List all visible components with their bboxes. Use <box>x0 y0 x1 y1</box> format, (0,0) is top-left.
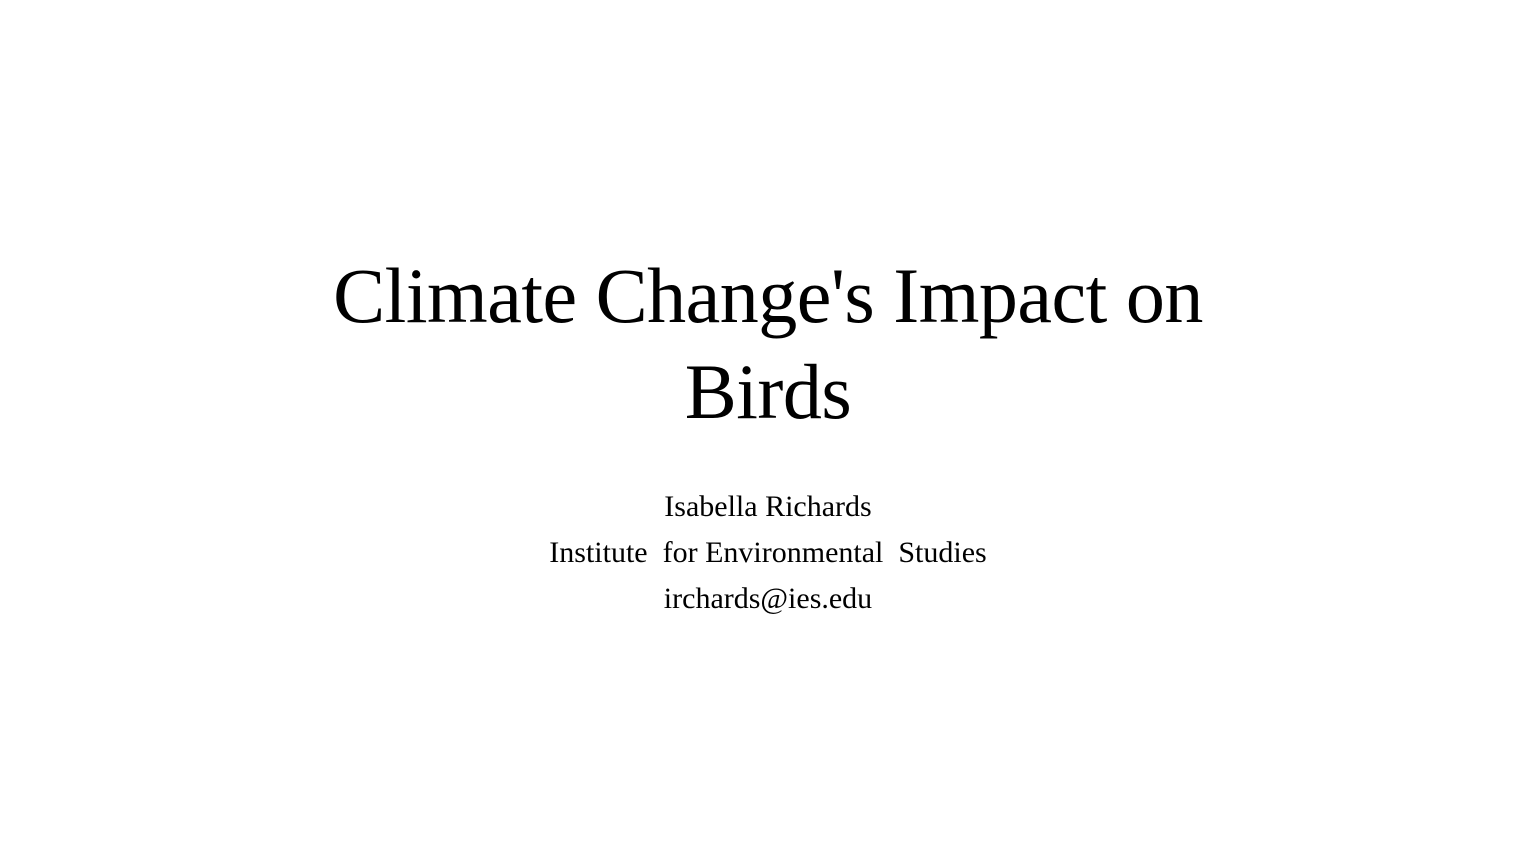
slide-title: Climate Change's Impact on Birds <box>333 252 1203 435</box>
slide-subtitle: Isabella Richards Institute for Environm… <box>368 484 1168 622</box>
author-email: irchards@ies.edu <box>663 582 873 615</box>
author-name: Isabella Richards <box>664 490 872 523</box>
institution-name: Institute for Environmental Studies <box>549 536 987 569</box>
